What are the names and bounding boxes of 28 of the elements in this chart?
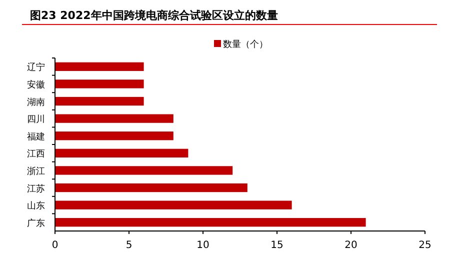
y-tick-label: 安徽 (27, 79, 45, 90)
y-tick-label: 江西 (27, 148, 45, 160)
bar (55, 148, 188, 158)
x-tick-label: 0 (52, 240, 58, 251)
bar (55, 132, 174, 140)
bar (55, 166, 233, 175)
bar (55, 96, 144, 106)
chart-title: 图23 2022年中国跨境电商综合试验区设立的数量 (30, 9, 278, 22)
y-tick-label: 浙江 (27, 166, 45, 177)
y-tick-label: 湖南 (27, 96, 45, 108)
bar (55, 218, 366, 227)
legend-label: 数量（个） (223, 39, 268, 50)
bar (55, 80, 144, 88)
y-tick-label: 四川 (27, 114, 45, 126)
x-tick-label: 20 (344, 240, 358, 251)
y-tick-label: 江苏 (27, 183, 45, 194)
bar (55, 114, 174, 123)
y-tick-label: 广东 (27, 218, 45, 229)
bar (55, 62, 144, 71)
x-tick-label: 15 (270, 240, 284, 251)
bar (55, 200, 292, 210)
x-tick-label: 10 (196, 240, 210, 251)
x-tick-label: 25 (418, 240, 432, 251)
y-tick-label: 辽宁 (27, 62, 45, 74)
y-tick-label: 山东 (27, 200, 45, 212)
y-tick-label: 福建 (27, 131, 45, 142)
bar (55, 183, 248, 192)
x-tick-label: 5 (126, 240, 132, 251)
